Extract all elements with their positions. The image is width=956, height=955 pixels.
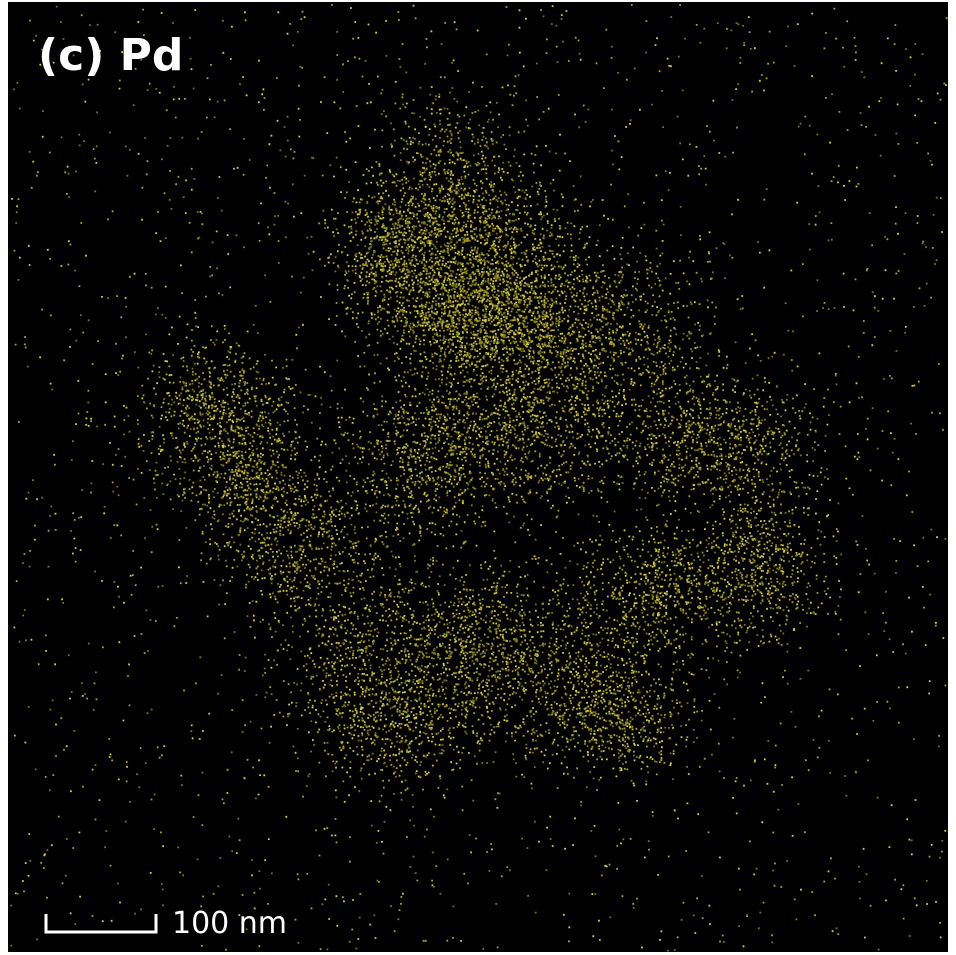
scale-bar-label: 100 nm [172, 906, 287, 941]
eds-map: (c) Pd 100 nm [0, 0, 956, 955]
page: (c) Pd 100 nm (() => { const data = JSON… [0, 0, 956, 955]
panel-label: (c) Pd [38, 30, 183, 81]
map-background [8, 2, 948, 952]
